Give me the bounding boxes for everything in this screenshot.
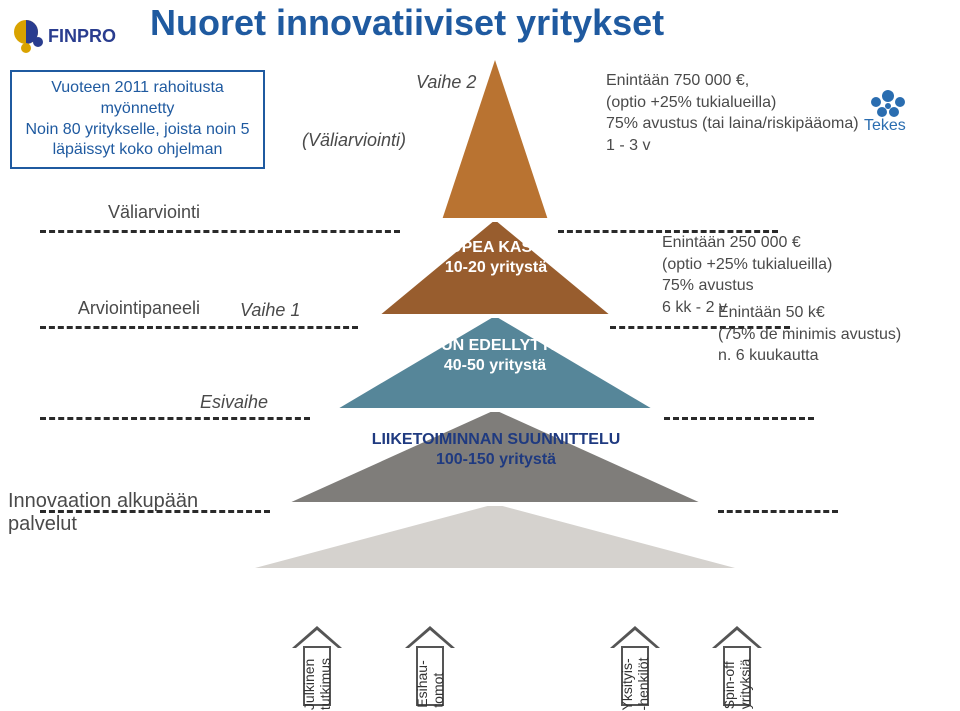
arrow-label: Julkinentutkimus <box>301 658 333 710</box>
arrow-head-icon <box>610 626 660 648</box>
funding-avustus: 75% avustus <box>662 275 902 297</box>
funding-optio: (optio +25% tukialueilla) <box>662 254 902 276</box>
arrow-julkinen: Julkinentutkimus <box>292 626 342 706</box>
finpro-logo: FINPRO <box>8 6 128 71</box>
arrow-label: Esihau-tomot <box>414 660 446 707</box>
dash-line <box>40 326 358 329</box>
dash-line <box>40 230 400 233</box>
info-line2: Noin 80 yritykselle, joista noin 5 läpäi… <box>16 120 259 162</box>
finpro-text: FINPRO <box>48 26 116 46</box>
arrow-label: Spin-offyrityksiä <box>721 659 753 710</box>
pyramid-divider <box>287 408 703 412</box>
arrow-label: Yksityis--henkilöt <box>619 658 651 711</box>
stage-valiarviointi-paren: (Väliarviointi) <box>302 130 406 151</box>
stage-vaihe1: Vaihe 1 <box>240 300 300 321</box>
arrow-yksityis: Yksityis--henkilöt <box>610 626 660 706</box>
funding-avustus: 75% avustus (tai laina/riskipääoma) <box>606 113 876 135</box>
funding-amount: Enintään 750 000 €, <box>606 70 876 92</box>
funding-optio: (optio +25% tukialueilla) <box>606 92 876 114</box>
arrow-spinoff: Spin-offyrityksiä <box>712 626 762 706</box>
left-label-alkupaan: Innovaation alkupään palvelut <box>8 490 228 536</box>
dash-line <box>718 510 838 513</box>
arrow-head-icon <box>292 626 342 648</box>
pyramid-divider <box>336 314 654 318</box>
pyramid-tier-base <box>255 504 735 568</box>
funding-tier2: Enintään 750 000 €, (optio +25% tukialue… <box>606 70 876 156</box>
funding-duration: 1 - 3 v <box>606 135 876 157</box>
arrow-head-icon <box>712 626 762 648</box>
stage-vaihe2: Vaihe 2 <box>416 72 476 93</box>
pyramid-divider <box>379 218 611 222</box>
info-line1: Vuoteen 2011 rahoitusta myönnetty <box>16 78 259 120</box>
dash-line <box>40 417 310 420</box>
dash-line <box>664 417 814 420</box>
funding-amount: Enintään 50 k€ <box>718 302 938 324</box>
page-title: Nuoret innovatiiviset yritykset <box>150 2 664 44</box>
pyramid-label-low: LIIKETOIMINNAN SUUNNITTELU100-150 yritys… <box>306 430 686 470</box>
left-label-arviointipaneeli: Arviointipaneeli <box>20 298 200 319</box>
info-box: Vuoteen 2011 rahoitusta myönnetty Noin 8… <box>10 70 265 169</box>
left-label-valiarviointi: Väliarviointi <box>20 202 200 223</box>
funding-amount: Enintään 250 000 € <box>662 232 902 254</box>
funding-tier4: Enintään 50 k€ (75% de minimis avustus) … <box>718 302 938 367</box>
arrow-head-icon <box>405 626 455 648</box>
pyramid-divider <box>255 502 735 506</box>
funding-avustus: (75% de minimis avustus) <box>718 324 938 346</box>
pyramid-label-mid: KASVUN EDELLYTYKSET40-50 yritystä <box>380 336 610 376</box>
pyramid-label-upper: NOPEA KASVU10-20 yritystä <box>416 238 576 278</box>
funding-duration: n. 6 kuukautta <box>718 345 938 367</box>
arrow-esihau: Esihau-tomot <box>405 626 455 706</box>
stage-esivaihe: Esivaihe <box>200 392 268 413</box>
